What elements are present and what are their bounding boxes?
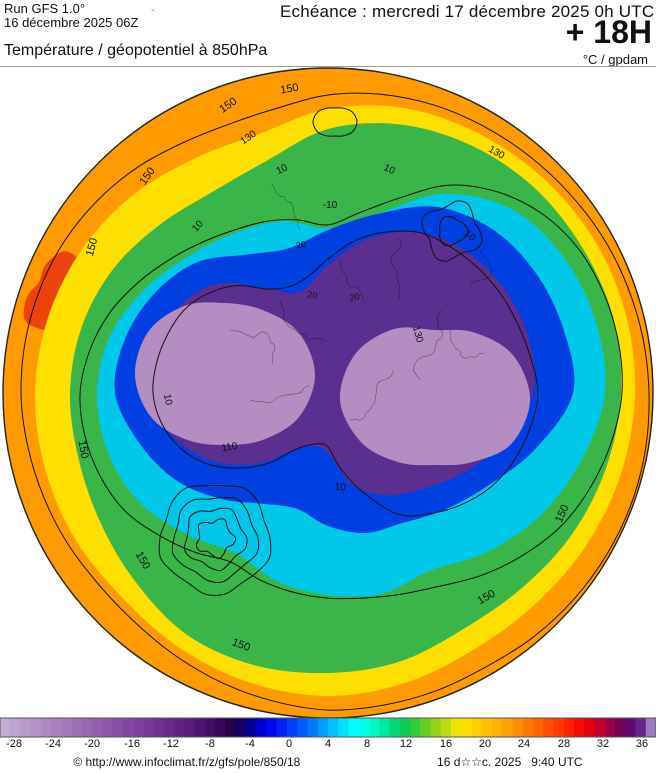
svg-text:20: 20 <box>349 291 361 303</box>
svg-text:20: 20 <box>307 289 319 301</box>
svg-text:-10: -10 <box>323 200 338 211</box>
svg-text:10: 10 <box>334 482 346 494</box>
svg-text:150: 150 <box>546 135 567 156</box>
